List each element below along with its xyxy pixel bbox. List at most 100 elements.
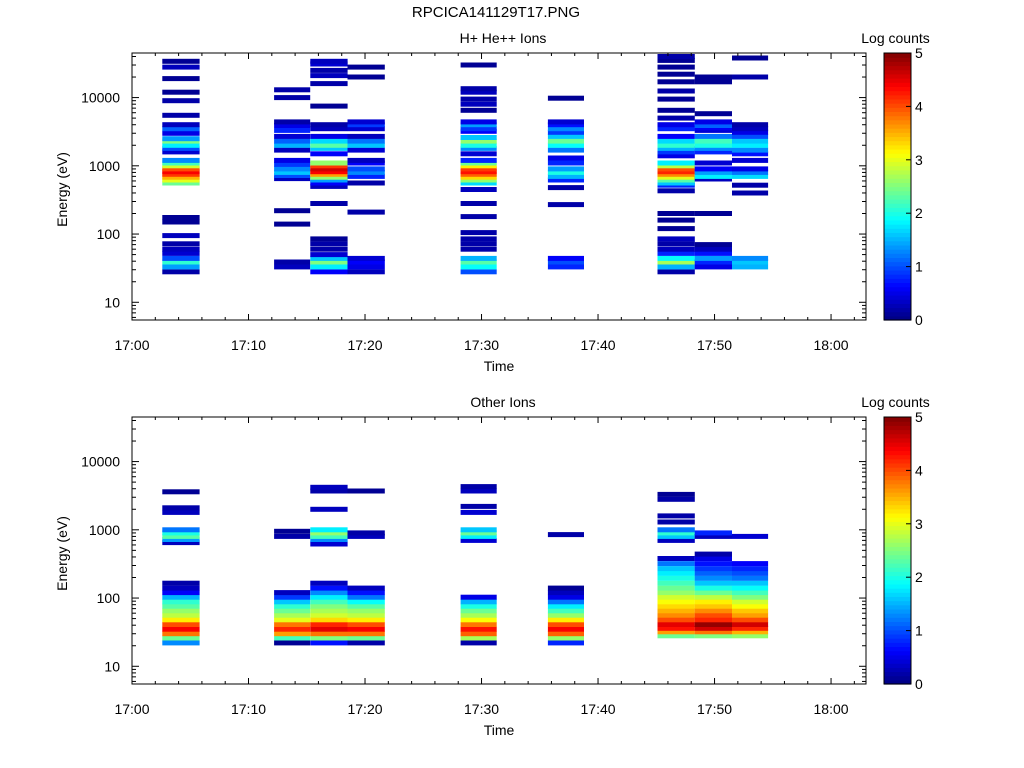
spectrogram-cell — [310, 201, 348, 206]
spectrogram-cell — [547, 626, 584, 632]
spectrogram-cell — [274, 173, 311, 178]
spectrogram-cell — [732, 533, 769, 539]
spectrogram-cell — [694, 246, 732, 252]
colorbar-swatch — [884, 265, 911, 271]
colorbar-tick-label: 1 — [915, 623, 923, 639]
spectrogram-cell — [460, 255, 497, 261]
colorbar-swatch — [884, 82, 911, 87]
spectrogram-cell — [162, 259, 200, 265]
colorbar-swatch — [884, 219, 911, 225]
spectrogram-cell — [732, 133, 769, 139]
colorbar-swatch — [884, 675, 911, 681]
spectrogram-cell — [162, 130, 200, 136]
spectrogram-cell — [657, 96, 695, 102]
spectrogram-cell — [460, 187, 497, 192]
colorbar-tick-label: 3 — [915, 516, 923, 532]
colorbar-tick-label: 4 — [915, 98, 923, 114]
spectrogram-cell — [547, 133, 584, 139]
spectrogram-cell — [460, 230, 497, 236]
colorbar-swatch — [884, 278, 911, 284]
spectrogram-cell — [310, 241, 348, 247]
spectrogram-cell — [310, 264, 348, 270]
spectrogram-cell — [547, 585, 584, 591]
spectrogram-cell — [694, 590, 732, 596]
colorbar-swatch — [884, 165, 911, 171]
plot-frame — [131, 416, 867, 685]
colorbar-swatch — [884, 471, 911, 476]
spectrogram-cell — [310, 541, 348, 547]
spectrogram-cell — [310, 488, 348, 494]
spectrogram-cell — [657, 622, 695, 627]
colorbar-swatch — [884, 425, 911, 431]
panel-h-he-ions: 17:00 17:10 17:20 17:30 17:40 17:50 18:0010100… — [54, 30, 930, 374]
colorbar-swatch — [884, 299, 911, 304]
spectrogram-cell — [274, 157, 311, 163]
x-tick-label: 18:00 — [814, 701, 849, 717]
spectrogram-cell — [162, 160, 200, 166]
spectrogram-cell — [274, 612, 311, 618]
colorbar-swatch — [884, 446, 911, 451]
spectrogram-cell — [162, 585, 200, 591]
spectrogram-cell — [460, 594, 497, 600]
spectrogram-cell — [657, 153, 695, 159]
spectrogram-cell — [274, 176, 311, 182]
spectrogram-cell — [547, 264, 584, 270]
spectrogram-cell — [347, 533, 385, 539]
spectrogram-cell — [694, 533, 732, 539]
colorbar-swatch — [884, 533, 911, 539]
colorbar-swatch — [884, 663, 911, 668]
spectrogram-cell — [310, 585, 348, 591]
spectrogram-cell — [694, 127, 732, 133]
spectrogram-cell — [694, 176, 732, 182]
spectrogram-cell — [732, 126, 769, 132]
spectrogram-cell — [310, 269, 348, 275]
spectrogram-cell — [732, 147, 769, 153]
colorbar-swatch — [884, 232, 911, 238]
colorbar-swatch — [884, 575, 911, 581]
spectrogram-cell — [694, 123, 732, 128]
colorbar-swatch — [884, 269, 911, 275]
spectrogram-cell — [162, 112, 200, 118]
spectrogram-cell — [310, 640, 348, 646]
spectrogram-cell — [274, 640, 311, 646]
spectrogram-cell — [310, 236, 348, 242]
spectrogram-cell — [310, 177, 348, 183]
spectrogram-cell — [274, 123, 311, 128]
spectrogram-cell — [547, 640, 584, 646]
spectrogram-cell — [162, 626, 200, 632]
spectrogram-cell — [162, 608, 200, 614]
colorbar-swatch — [884, 454, 911, 460]
spectrogram-cell — [547, 119, 584, 125]
spectrogram-cell — [310, 73, 348, 79]
colorbar-tick-label: 2 — [915, 205, 923, 221]
spectrogram-cell — [732, 138, 769, 144]
x-tick-label: 18:00 — [814, 337, 849, 353]
spectrogram-cell — [460, 166, 497, 172]
spectrogram-cell — [657, 236, 695, 242]
colorbar-swatch — [884, 537, 911, 543]
colorbar-swatch — [884, 69, 911, 75]
spectrogram-cell — [460, 537, 497, 543]
spectrogram-cell — [310, 622, 348, 627]
spectrogram-cell — [310, 590, 348, 596]
spectrogram-cell — [657, 217, 695, 223]
colorbar-swatch — [884, 492, 911, 497]
spectrogram-cell — [162, 241, 200, 247]
colorbar-swatch — [884, 667, 911, 673]
spectrogram-cell — [162, 163, 200, 169]
spectrogram-cell — [657, 171, 695, 177]
spectrogram-cell — [547, 173, 584, 179]
spectrogram-cell — [162, 233, 200, 239]
colorbar-swatch — [884, 286, 911, 292]
spectrogram-cell — [162, 180, 200, 186]
spectrogram-cell — [310, 138, 348, 144]
colorbar-swatch — [884, 579, 911, 585]
panel-title: H+ He++ Ions — [460, 30, 547, 46]
spectrogram-cell — [460, 201, 497, 206]
spectrogram-cell — [732, 594, 769, 600]
spectrogram-cell — [162, 98, 200, 104]
spectrogram-cell — [347, 622, 385, 627]
spectrogram-cell — [732, 570, 769, 576]
spectrogram-cell — [310, 180, 348, 186]
spectrogram-cell — [162, 215, 200, 220]
